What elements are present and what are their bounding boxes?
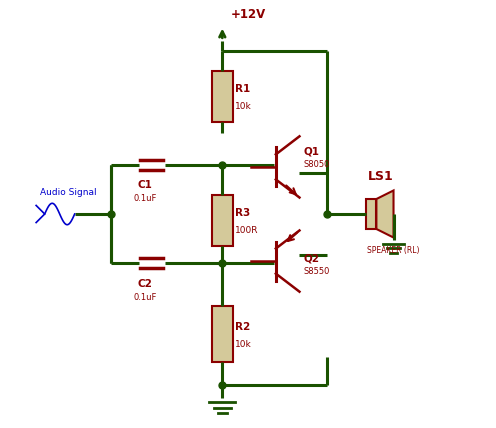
Text: 0.1uF: 0.1uF (133, 194, 157, 203)
Text: R3: R3 (235, 208, 250, 218)
Bar (366, 199, 376, 229)
Text: R1: R1 (235, 84, 250, 94)
Text: SPEAKER (RL): SPEAKER (RL) (367, 246, 420, 255)
Text: R2: R2 (235, 321, 250, 332)
Text: C2: C2 (138, 279, 153, 289)
Text: S8050: S8050 (304, 160, 330, 169)
Text: Q1: Q1 (304, 146, 319, 156)
Text: 10k: 10k (235, 340, 252, 349)
FancyBboxPatch shape (212, 195, 233, 246)
Text: LS1: LS1 (368, 170, 393, 183)
Text: 10k: 10k (235, 102, 252, 111)
Text: 0.1uF: 0.1uF (133, 293, 157, 302)
Text: C1: C1 (138, 180, 153, 190)
Text: +12V: +12V (231, 9, 266, 21)
FancyBboxPatch shape (212, 306, 233, 362)
Polygon shape (376, 190, 393, 238)
Text: Audio Signal: Audio Signal (40, 188, 97, 197)
FancyBboxPatch shape (212, 71, 233, 122)
Text: S8550: S8550 (304, 267, 330, 276)
Text: Q2: Q2 (304, 253, 319, 263)
Text: 100R: 100R (235, 226, 258, 235)
